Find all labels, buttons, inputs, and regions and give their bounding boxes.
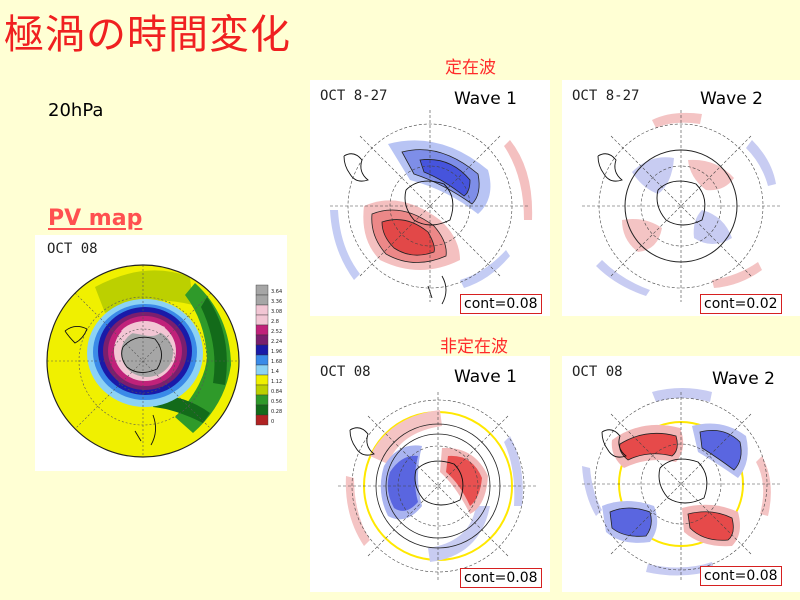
- stationary-wave2-figure: OCT 8-27 Wave 2: [572, 88, 780, 302]
- colorbar-swatch: [255, 354, 269, 366]
- colorbar-swatch: [255, 284, 269, 296]
- colorbar-swatch: [255, 304, 269, 316]
- colorbar-swatch: [255, 404, 269, 416]
- colorbar-swatch: [255, 384, 269, 396]
- colorbar-swatch: [255, 334, 269, 346]
- colorbar-swatch: [255, 394, 269, 406]
- colorbar-swatch: [255, 414, 269, 426]
- colorbar-tick-label: 0: [271, 419, 274, 425]
- colorbar-swatch: [255, 374, 269, 386]
- pv-map-label: PV map: [48, 206, 143, 231]
- nonstationary-wave1-figure: OCT 08 Wave 1: [320, 364, 538, 580]
- nonstationary-wave-heading: 非定在波: [440, 337, 508, 357]
- wave-pattern: [338, 392, 538, 580]
- stationary-wave2-panel: OCT 8-27 Wave 2 cont=0.02: [562, 80, 800, 316]
- stationary-wave-heading: 定在波: [445, 58, 496, 78]
- wave-pattern: [582, 388, 780, 580]
- stationary-wave1-panel: OCT 8-27 Wave 1: [310, 80, 550, 316]
- colorbar-tick-label: 0.56: [271, 399, 282, 405]
- pv-map-panel: OCT 08: [35, 235, 287, 471]
- wave-pattern: [582, 110, 780, 302]
- colorbar-swatch: [255, 294, 269, 306]
- contour-interval-label: cont=0.02: [700, 294, 782, 314]
- colorbar-tick-label: 3.08: [271, 309, 282, 315]
- contour-interval-label: cont=0.08: [700, 566, 782, 586]
- colorbar-swatch: [255, 324, 269, 336]
- wave-pattern: [330, 110, 533, 305]
- contour-interval-label: cont=0.08: [460, 294, 542, 314]
- colorbar-tick-label: 1.96: [271, 349, 282, 355]
- panel-date: OCT 8-27: [320, 88, 387, 104]
- nonstationary-wave1-panel: OCT 08 Wave 1: [310, 356, 550, 592]
- panel-wave-label: Wave 1: [454, 367, 517, 387]
- colorbar-tick-label: 2.52: [271, 329, 282, 335]
- colorbar-tick-label: 2.8: [271, 319, 279, 325]
- colorbar-tick-label: 1.68: [271, 359, 282, 365]
- nonstationary-wave2-figure: OCT 08 Wave 2: [572, 364, 780, 580]
- panel-wave-label: Wave 2: [712, 369, 775, 389]
- pv-map-disc: [46, 264, 240, 458]
- colorbar-tick-label: 0.28: [271, 409, 282, 415]
- panel-wave-label: Wave 2: [700, 89, 763, 109]
- colorbar-swatch: [255, 344, 269, 356]
- colorbar-swatch: [255, 314, 269, 326]
- pv-date: OCT 08: [47, 241, 98, 257]
- pressure-level: 20hPa: [48, 100, 104, 121]
- colorbar-tick-label: 3.36: [271, 299, 282, 305]
- stationary-wave1-figure: OCT 8-27 Wave 1: [320, 88, 533, 305]
- colorbar-tick-label: 0.84: [271, 389, 282, 395]
- pv-colorbar: 3.64 3.36 3.08 2.8 2.52 2.24 1.96 1.68 1.4 1.12 0.…: [255, 284, 282, 426]
- colorbar-tick-label: 1.12: [271, 379, 282, 385]
- colorbar-tick-label: 1.4: [271, 369, 279, 375]
- panel-date: OCT 08: [320, 364, 371, 380]
- panel-date: OCT 8-27: [572, 88, 639, 104]
- nonstationary-wave2-panel: OCT 08 Wave 2: [562, 356, 800, 592]
- panel-date: OCT 08: [572, 364, 623, 380]
- colorbar-tick-label: 2.24: [271, 339, 282, 345]
- slide-title: 極渦の時間変化: [4, 12, 291, 58]
- contour-interval-label: cont=0.08: [460, 568, 542, 588]
- pv-map-figure: OCT 08: [46, 241, 282, 458]
- panel-wave-label: Wave 1: [454, 89, 517, 109]
- colorbar-swatch: [255, 364, 269, 376]
- colorbar-tick-label: 3.64: [271, 289, 282, 295]
